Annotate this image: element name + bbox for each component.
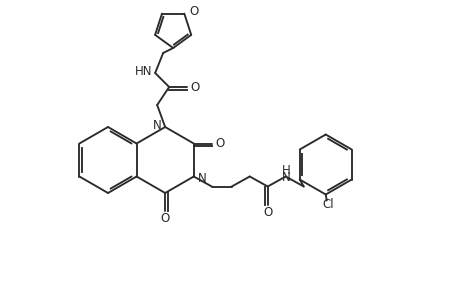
Text: N: N [282,171,291,184]
Text: Cl: Cl [321,198,333,211]
Text: O: O [215,137,224,150]
Text: HN: HN [134,64,152,77]
Text: O: O [263,206,272,219]
Text: O: O [189,5,198,18]
Text: N: N [197,172,206,185]
Text: H: H [282,164,291,177]
Text: O: O [160,212,169,226]
Text: N: N [152,118,161,131]
Text: O: O [190,80,199,94]
